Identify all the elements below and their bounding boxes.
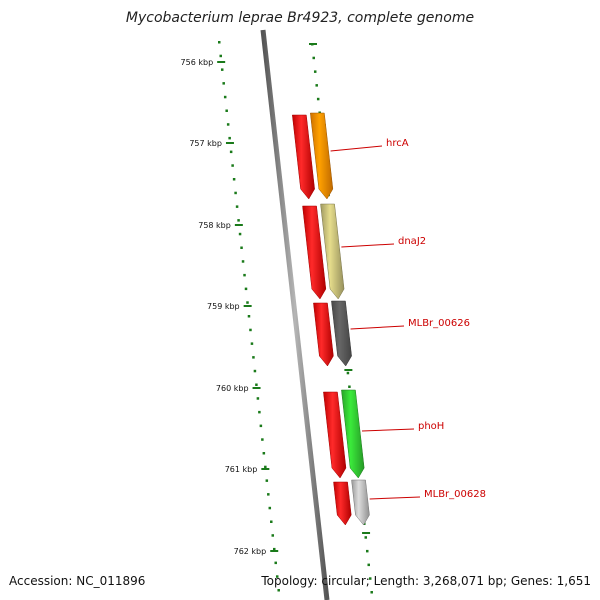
minor-tick-inner — [223, 95, 227, 99]
gene-hrcA[interactable]: hrcA — [292, 112, 409, 200]
accession-text: Accession: NC_011896 — [9, 574, 146, 588]
topology-text: Topology: circular; Length: 3,268,071 bp… — [261, 574, 591, 588]
minor-tick-inner — [250, 342, 254, 345]
minor-tick-outer — [312, 56, 315, 60]
minor-tick-inner — [235, 205, 239, 208]
tick-label: 758 kbp — [198, 221, 231, 230]
minor-tick-inner — [219, 54, 222, 58]
minor-tick-inner — [225, 109, 228, 112]
minor-tick-inner — [268, 506, 272, 510]
tick-label: 762 kbp — [234, 547, 267, 556]
cds-arrow — [323, 391, 347, 479]
cds-arrow — [333, 481, 352, 526]
minor-tick-inner — [264, 465, 267, 469]
gene-arrow — [341, 389, 365, 479]
minor-tick-inner — [261, 438, 264, 441]
cds-arrow — [292, 114, 315, 200]
gene-label: hrcA — [386, 138, 409, 149]
minor-tick-inner — [247, 315, 251, 318]
map-title: Mycobacterium leprae Br4923, complete ge… — [125, 10, 475, 26]
minor-tick-inner — [274, 561, 277, 565]
minor-tick-inner — [226, 123, 230, 126]
minor-tick-inner — [229, 150, 233, 154]
minor-tick-inner — [220, 68, 224, 71]
gene-phoH[interactable]: phoH — [323, 389, 444, 479]
minor-tick-outer — [346, 371, 350, 375]
tick-label: 757 kbp — [189, 139, 222, 148]
minor-tick-inner — [267, 493, 270, 496]
minor-tick-inner — [255, 383, 258, 386]
minor-tick-inner — [246, 301, 249, 304]
minor-tick-inner — [222, 82, 225, 85]
minor-tick-inner — [253, 369, 257, 373]
cds-arrow — [302, 205, 327, 300]
minor-tick-inner — [241, 260, 245, 263]
minor-tick-outer — [348, 385, 351, 388]
gene-arrow — [310, 112, 334, 200]
gene-arrow — [331, 300, 352, 367]
minor-tick-outer — [367, 563, 370, 567]
label-leader-line — [330, 145, 383, 152]
minor-tick-outer — [315, 84, 318, 87]
minor-tick-outer — [316, 97, 320, 101]
minor-tick-inner — [252, 356, 255, 359]
label-leader-line — [369, 496, 421, 500]
minor-tick-inner — [256, 397, 260, 400]
minor-tick-inner — [228, 136, 231, 140]
label-leader-line — [362, 428, 415, 432]
minor-tick-inner — [259, 424, 263, 428]
minor-tick-inner — [234, 191, 237, 195]
genome-backbone — [260, 29, 330, 600]
minor-tick-inner — [218, 41, 221, 44]
cds-arrow — [313, 302, 334, 367]
minor-tick-inner — [244, 287, 248, 291]
label-leader-line — [350, 325, 405, 330]
minor-tick-inner — [237, 219, 240, 222]
minor-tick-outer — [365, 549, 369, 553]
gene-MLBr_00626[interactable]: MLBr_00626 — [313, 300, 470, 367]
minor-tick-inner — [275, 575, 279, 578]
minor-tick-inner — [243, 273, 246, 277]
minor-tick-outer — [364, 536, 368, 539]
minor-tick-inner — [270, 520, 273, 523]
minor-tick-outer — [313, 70, 317, 73]
tick-label: 756 kbp — [181, 58, 214, 67]
minor-tick-outer — [368, 577, 372, 580]
minor-tick-inner — [232, 178, 236, 181]
minor-tick-inner — [272, 547, 276, 551]
gene-dnaJ2[interactable]: dnaJ2 — [302, 203, 427, 300]
gene-MLBr_00628[interactable]: MLBr_00628 — [333, 479, 486, 526]
gene-label: dnaJ2 — [398, 236, 426, 247]
tick-label: 760 kbp — [216, 384, 249, 393]
minor-tick-inner — [240, 246, 243, 249]
gene-label: MLBr_00628 — [424, 489, 486, 500]
minor-tick-inner — [258, 410, 261, 414]
minor-tick-inner — [249, 328, 252, 332]
tick-label: 761 kbp — [225, 465, 258, 474]
minor-tick-inner — [265, 479, 269, 482]
gene-layer: hrcA dnaJ2 MLBr_00626 phoH MLBr_00628 — [292, 112, 486, 526]
gene-label: phoH — [418, 421, 444, 432]
minor-tick-inner — [271, 534, 275, 537]
label-leader-line — [341, 243, 395, 248]
gene-arrow — [351, 479, 370, 526]
tick-label: 759 kbp — [207, 302, 240, 311]
minor-tick-outer — [370, 591, 373, 594]
minor-tick-inner — [262, 452, 266, 455]
gene-arrow — [320, 203, 345, 300]
minor-tick-inner — [231, 164, 234, 167]
minor-tick-inner — [277, 589, 280, 592]
minor-tick-inner — [238, 232, 242, 236]
gene-label: MLBr_00626 — [408, 318, 470, 329]
